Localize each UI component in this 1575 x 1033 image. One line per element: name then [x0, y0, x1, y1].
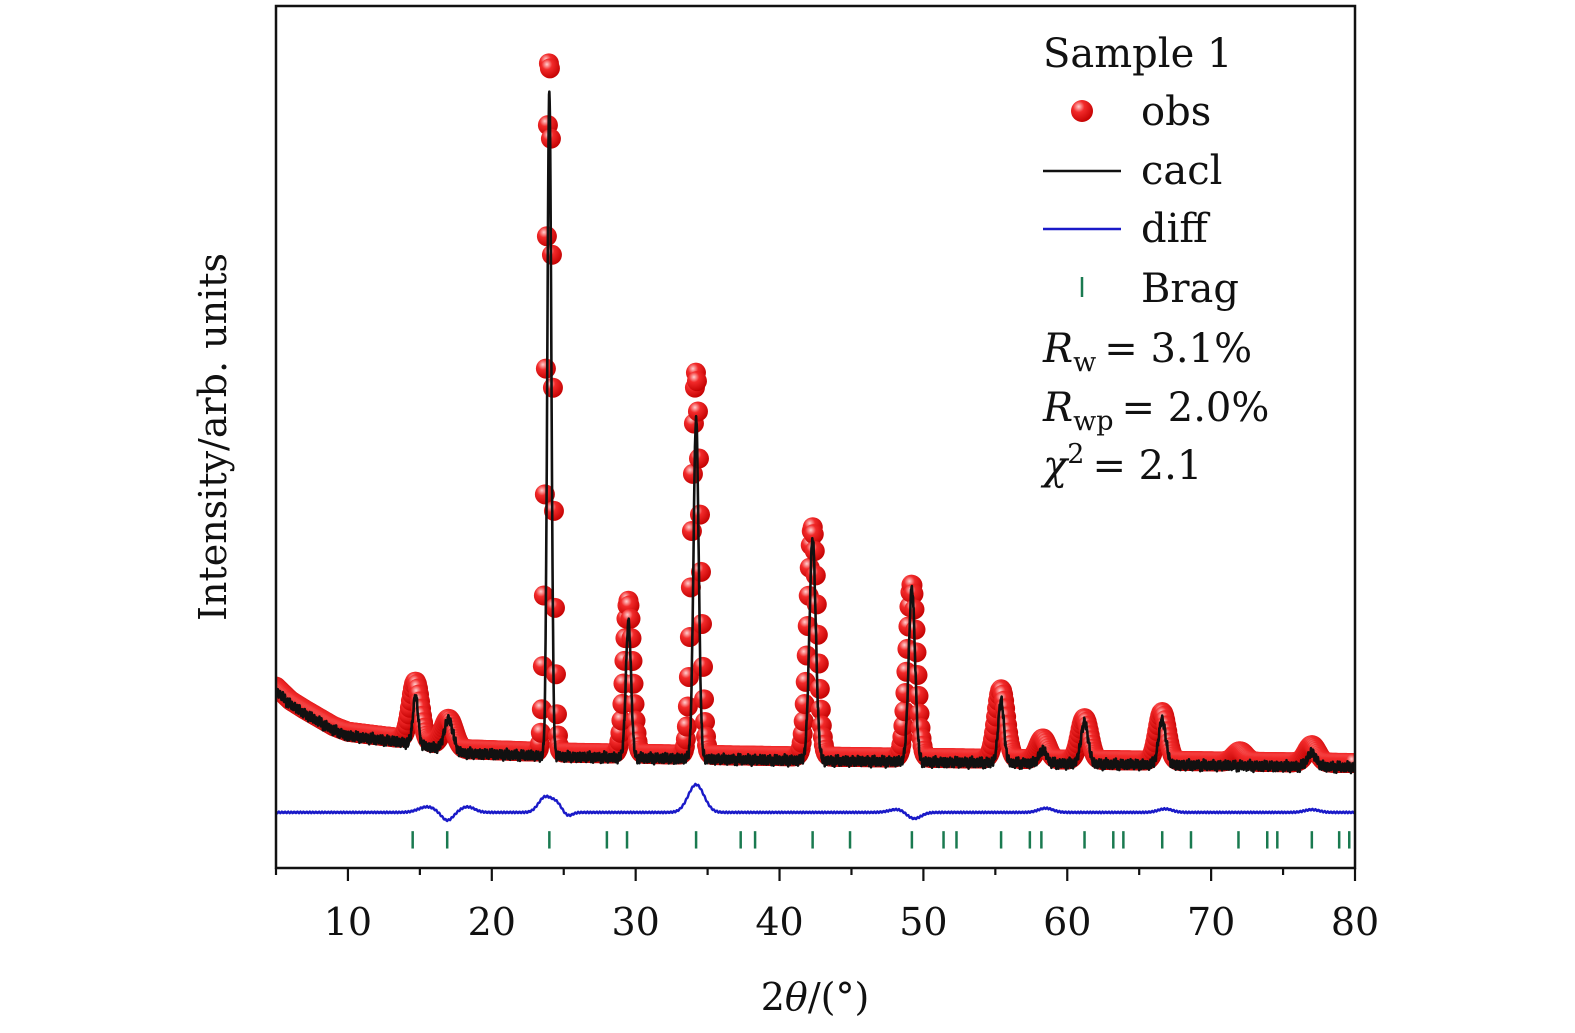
obs-point [531, 699, 552, 720]
y-axis-label: Intensity/arb. units [191, 253, 235, 621]
obs-point [624, 694, 645, 715]
obs-point [539, 58, 560, 79]
obs-point [794, 694, 815, 715]
x-tick-label: 70 [1187, 900, 1235, 944]
obs-point [691, 613, 712, 634]
obs-point [688, 448, 709, 469]
obs-point [810, 699, 831, 720]
obs-point [679, 627, 700, 648]
obs-point [695, 711, 716, 732]
x-tick-label: 60 [1043, 900, 1091, 944]
chi-square-stat: χ2 = 2.1 [1040, 439, 1202, 489]
obs-point [545, 664, 566, 685]
obs-point [611, 710, 632, 731]
obs-point [809, 678, 830, 699]
legend-brag-label: Brag [1141, 266, 1239, 312]
obs-point [544, 597, 565, 618]
obs-point [693, 656, 713, 677]
obs-point [623, 673, 644, 694]
obs-point [620, 608, 641, 629]
obs-point [694, 689, 714, 710]
obs-point [543, 500, 564, 521]
obs-point [678, 666, 699, 687]
obs-point [535, 358, 556, 379]
obs-point [546, 704, 567, 725]
obs-point [894, 701, 915, 722]
x-tick-label: 30 [611, 900, 659, 944]
obs-point [906, 642, 927, 663]
x-axis: 10 20 30 40 50 60 70 80 [274, 868, 1379, 944]
obs-point [534, 484, 555, 505]
plot-data-layer [276, 53, 1355, 849]
obs-point [686, 371, 707, 392]
obs-point [677, 696, 698, 717]
x-tick-label: 40 [755, 900, 803, 944]
obs-point [621, 628, 642, 649]
obs-point [893, 715, 914, 736]
bragg-ticks [411, 831, 1351, 849]
legend-cacl-label: cacl [1141, 148, 1222, 194]
obs-point [808, 653, 829, 674]
x-tick-label: 10 [324, 900, 372, 944]
obs-point [807, 624, 828, 645]
x-tick-label: 80 [1331, 900, 1379, 944]
obs-point [687, 401, 708, 422]
obs-point [676, 716, 697, 737]
x-tick-label: 50 [899, 900, 947, 944]
diff-series-line [276, 782, 1355, 823]
obs-point [793, 711, 814, 732]
obs-point [530, 722, 551, 743]
rwp-stat: Rwp = 2.0% [1042, 385, 1269, 437]
obs-point [908, 685, 929, 706]
rw-stat: Rw = 3.1% [1042, 326, 1252, 378]
x-axis-label: 2θ/(°) [761, 975, 870, 1019]
legend-diff-label: diff [1141, 206, 1210, 252]
legend-title: Sample 1 [1043, 31, 1232, 77]
obs-point [806, 594, 827, 615]
obs-point [681, 521, 702, 542]
legend-obs-marker [1071, 100, 1093, 122]
legend-obs-label: obs [1141, 89, 1211, 135]
obs-point [907, 665, 928, 686]
legend: Sample 1 obs cacl diff Brag [1043, 31, 1239, 312]
obs-point [680, 577, 701, 598]
x-tick-label: 20 [468, 900, 516, 944]
obs-point [803, 524, 824, 545]
refinement-stats: Rw = 3.1% Rwp = 2.0% χ2 = 2.1 [1040, 326, 1269, 489]
obs-point [690, 561, 711, 582]
